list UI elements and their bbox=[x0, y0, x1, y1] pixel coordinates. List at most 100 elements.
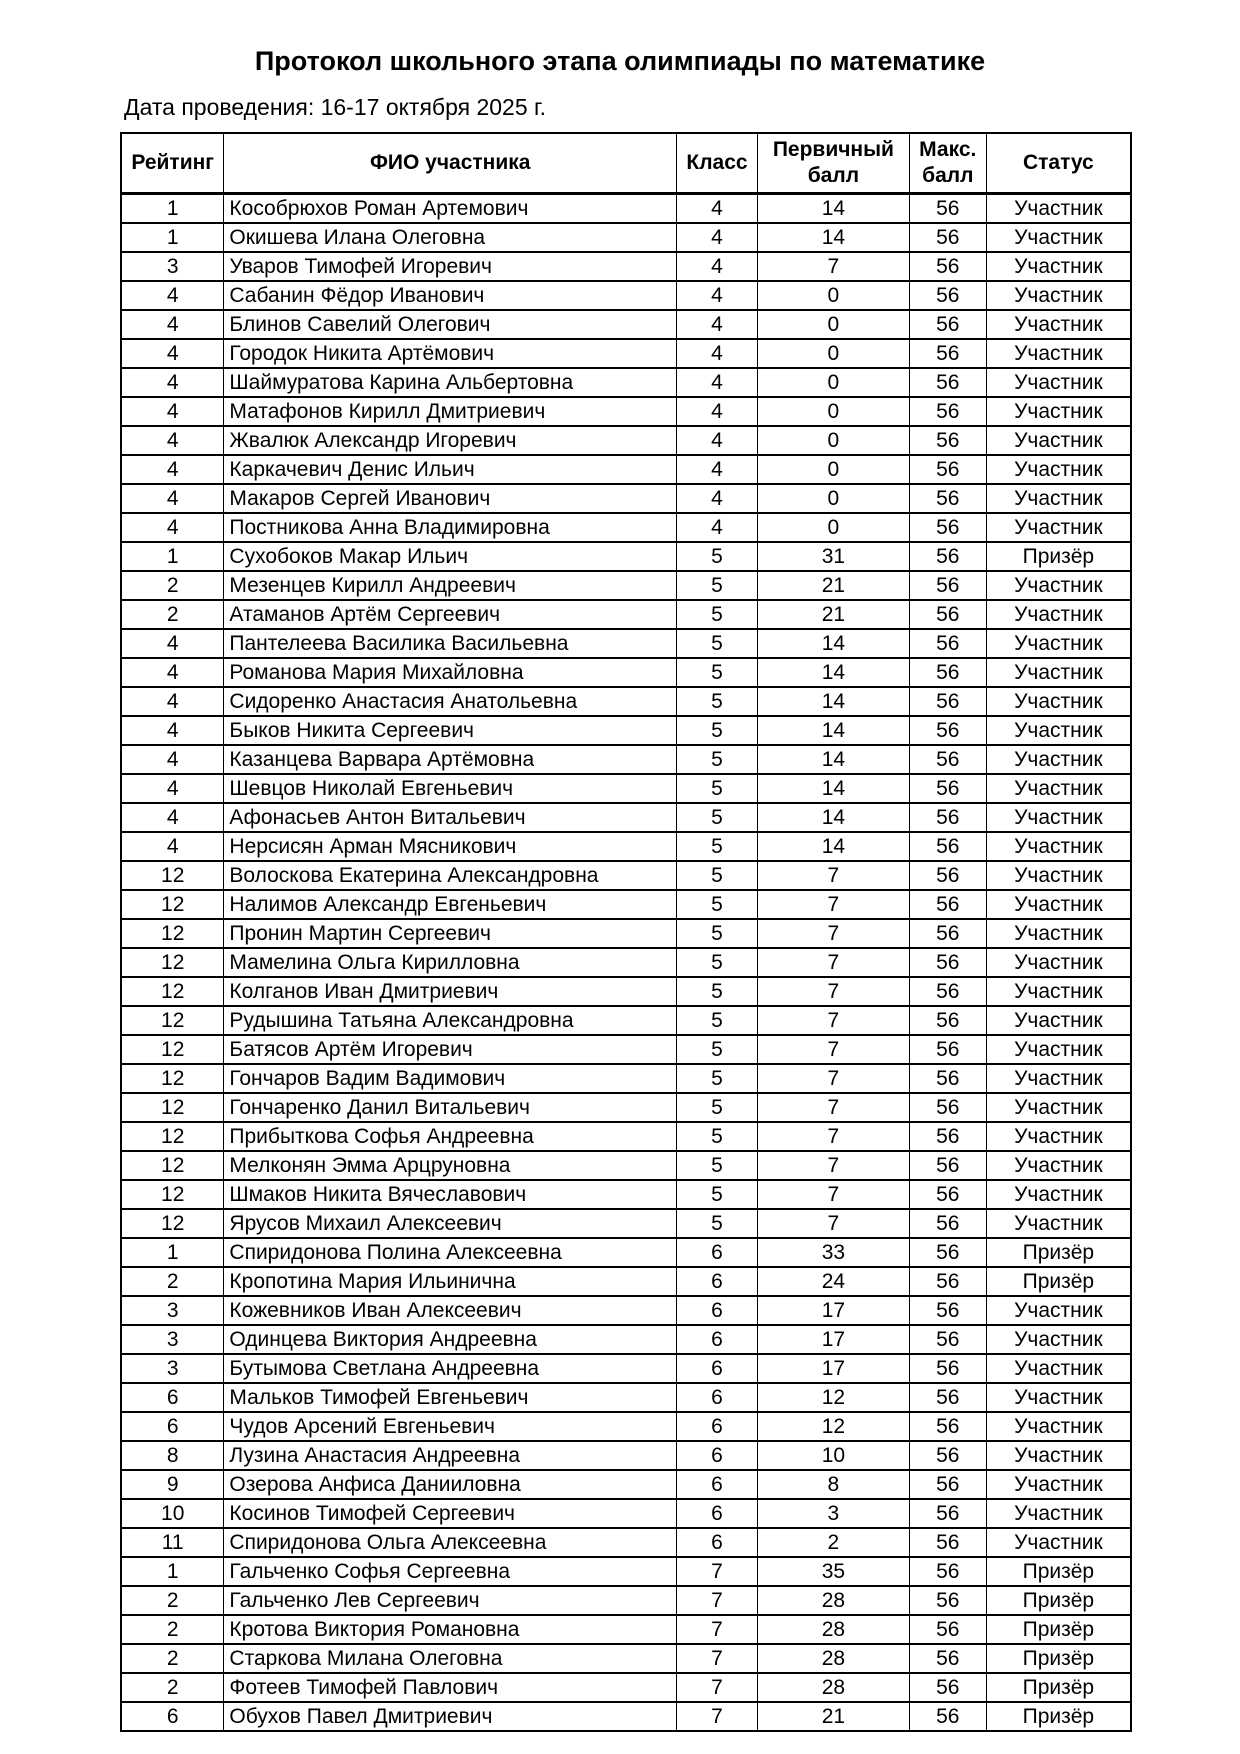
name-cell: Мезенцев Кирилл Андреевич bbox=[223, 570, 678, 601]
class-cell: 7 bbox=[676, 1556, 758, 1587]
class-cell: 5 bbox=[676, 628, 758, 659]
score-cell: 8 bbox=[756, 1469, 910, 1500]
status-cell: Участник bbox=[985, 831, 1132, 862]
status-cell: Участник bbox=[985, 251, 1132, 282]
class-cell: 5 bbox=[676, 802, 758, 833]
name-cell: Уваров Тимофей Игоревич bbox=[223, 251, 678, 282]
rank-cell: 9 bbox=[120, 1469, 225, 1500]
max-score-cell: 56 bbox=[908, 425, 987, 456]
rank-cell: 4 bbox=[120, 715, 225, 746]
class-cell: 5 bbox=[676, 947, 758, 978]
rank-cell: 8 bbox=[120, 1440, 225, 1471]
score-cell: 14 bbox=[756, 831, 910, 862]
class-cell: 5 bbox=[676, 889, 758, 920]
name-cell: Кротова Виктория Романовна bbox=[223, 1614, 678, 1645]
status-cell: Призёр bbox=[985, 1237, 1132, 1268]
status-cell: Участник bbox=[985, 802, 1132, 833]
class-cell: 5 bbox=[676, 1150, 758, 1181]
status-cell: Участник bbox=[985, 860, 1132, 891]
score-cell: 0 bbox=[756, 512, 910, 543]
score-cell: 14 bbox=[756, 657, 910, 688]
rank-cell: 12 bbox=[120, 1121, 225, 1152]
max-score-cell: 56 bbox=[908, 1614, 987, 1645]
table-row: 8 Лузина Анастасия Андреевна 6 10 56 Участник bbox=[120, 1440, 1132, 1471]
max-score-cell: 56 bbox=[908, 1643, 987, 1674]
max-score-cell: 56 bbox=[908, 1440, 987, 1471]
max-score-cell: 56 bbox=[908, 1527, 987, 1558]
table-row: 3 Кожевников Иван Алексеевич 6 17 56 Участник bbox=[120, 1295, 1132, 1326]
class-cell: 5 bbox=[676, 1179, 758, 1210]
max-score-cell: 56 bbox=[908, 483, 987, 514]
rank-cell: 12 bbox=[120, 1179, 225, 1210]
table-row: 1 Сухобоков Макар Ильич 5 31 56 Призёр bbox=[120, 541, 1132, 572]
status-cell: Участник bbox=[985, 1527, 1132, 1558]
max-score-cell: 56 bbox=[908, 192, 987, 224]
table-row: 1 Спиридонова Полина Алексеевна 6 33 56 Призё… bbox=[120, 1237, 1132, 1268]
name-cell: Сидоренко Анастасия Анатольевна bbox=[223, 686, 678, 717]
max-score-cell: 56 bbox=[908, 1672, 987, 1703]
class-cell: 5 bbox=[676, 1034, 758, 1065]
name-cell: Озерова Анфиса Данииловна bbox=[223, 1469, 678, 1500]
rank-cell: 1 bbox=[120, 541, 225, 572]
class-cell: 4 bbox=[676, 454, 758, 485]
rank-cell: 3 bbox=[120, 1295, 225, 1326]
name-cell: Обухов Павел Дмитриевич bbox=[223, 1701, 678, 1732]
class-cell: 7 bbox=[676, 1672, 758, 1703]
class-cell: 4 bbox=[676, 222, 758, 253]
name-cell: Романова Мария Михайловна bbox=[223, 657, 678, 688]
table-row: 1 Окишева Илана Олеговна 4 14 56 Участник bbox=[120, 222, 1132, 253]
table-row: 11 Спиридонова Ольга Алексеевна 6 2 56 Участн… bbox=[120, 1527, 1132, 1558]
class-cell: 5 bbox=[676, 831, 758, 862]
score-cell: 14 bbox=[756, 222, 910, 253]
rank-cell: 4 bbox=[120, 338, 225, 369]
rank-cell: 12 bbox=[120, 976, 225, 1007]
score-cell: 12 bbox=[756, 1411, 910, 1442]
name-cell: Налимов Александр Евгеньевич bbox=[223, 889, 678, 920]
class-cell: 5 bbox=[676, 1005, 758, 1036]
max-score-cell: 56 bbox=[908, 1266, 987, 1297]
score-cell: 7 bbox=[756, 1005, 910, 1036]
max-score-cell: 56 bbox=[908, 773, 987, 804]
status-cell: Участник bbox=[985, 1179, 1132, 1210]
status-cell: Участник bbox=[985, 599, 1132, 630]
table-row: 12 Рудышина Татьяна Александровна 5 7 56 Учас… bbox=[120, 1005, 1132, 1036]
table-row: 6 Обухов Павел Дмитриевич 7 21 56 Призёр bbox=[120, 1701, 1132, 1732]
name-cell: Фотеев Тимофей Павлович bbox=[223, 1672, 678, 1703]
rank-cell: 6 bbox=[120, 1701, 225, 1732]
status-cell: Призёр bbox=[985, 1701, 1132, 1732]
max-score-cell: 56 bbox=[908, 1295, 987, 1326]
class-cell: 7 bbox=[676, 1643, 758, 1674]
name-cell: Гальченко Софья Сергеевна bbox=[223, 1556, 678, 1587]
class-cell: 5 bbox=[676, 1208, 758, 1239]
max-score-cell: 56 bbox=[908, 1469, 987, 1500]
table-row: 4 Сабанин Фёдор Иванович 4 0 56 Участник bbox=[120, 280, 1132, 311]
max-score-cell: 56 bbox=[908, 1411, 987, 1442]
table-row: 2 Гальченко Лев Сергеевич 7 28 56 Призёр bbox=[120, 1585, 1132, 1616]
status-cell: Участник bbox=[985, 570, 1132, 601]
class-cell: 4 bbox=[676, 367, 758, 398]
header-status: Статус bbox=[985, 132, 1132, 195]
table-row: 4 Нерсисян Арман Мясникович 5 14 56 Участник bbox=[120, 831, 1132, 862]
rank-cell: 12 bbox=[120, 889, 225, 920]
table-row: 1 Кособрюхов Роман Артемович 4 14 56 Участник bbox=[120, 192, 1132, 224]
rank-cell: 12 bbox=[120, 1063, 225, 1094]
table-row: 4 Романова Мария Михайловна 5 14 56 Участник bbox=[120, 657, 1132, 688]
class-cell: 6 bbox=[676, 1440, 758, 1471]
max-score-cell: 56 bbox=[908, 1034, 987, 1065]
max-score-cell: 56 bbox=[908, 396, 987, 427]
status-cell: Призёр bbox=[985, 1643, 1132, 1674]
max-score-cell: 56 bbox=[908, 1005, 987, 1036]
name-cell: Косинов Тимофей Сергеевич bbox=[223, 1498, 678, 1529]
max-score-cell: 56 bbox=[908, 715, 987, 746]
rank-cell: 12 bbox=[120, 1034, 225, 1065]
rank-cell: 1 bbox=[120, 1556, 225, 1587]
score-cell: 17 bbox=[756, 1353, 910, 1384]
score-cell: 14 bbox=[756, 628, 910, 659]
class-cell: 6 bbox=[676, 1324, 758, 1355]
rank-cell: 4 bbox=[120, 425, 225, 456]
status-cell: Участник bbox=[985, 1353, 1132, 1384]
max-score-cell: 56 bbox=[908, 1150, 987, 1181]
rank-cell: 12 bbox=[120, 1150, 225, 1181]
max-score-cell: 56 bbox=[908, 1121, 987, 1152]
table-row: 9 Озерова Анфиса Данииловна 6 8 56 Участник bbox=[120, 1469, 1132, 1500]
